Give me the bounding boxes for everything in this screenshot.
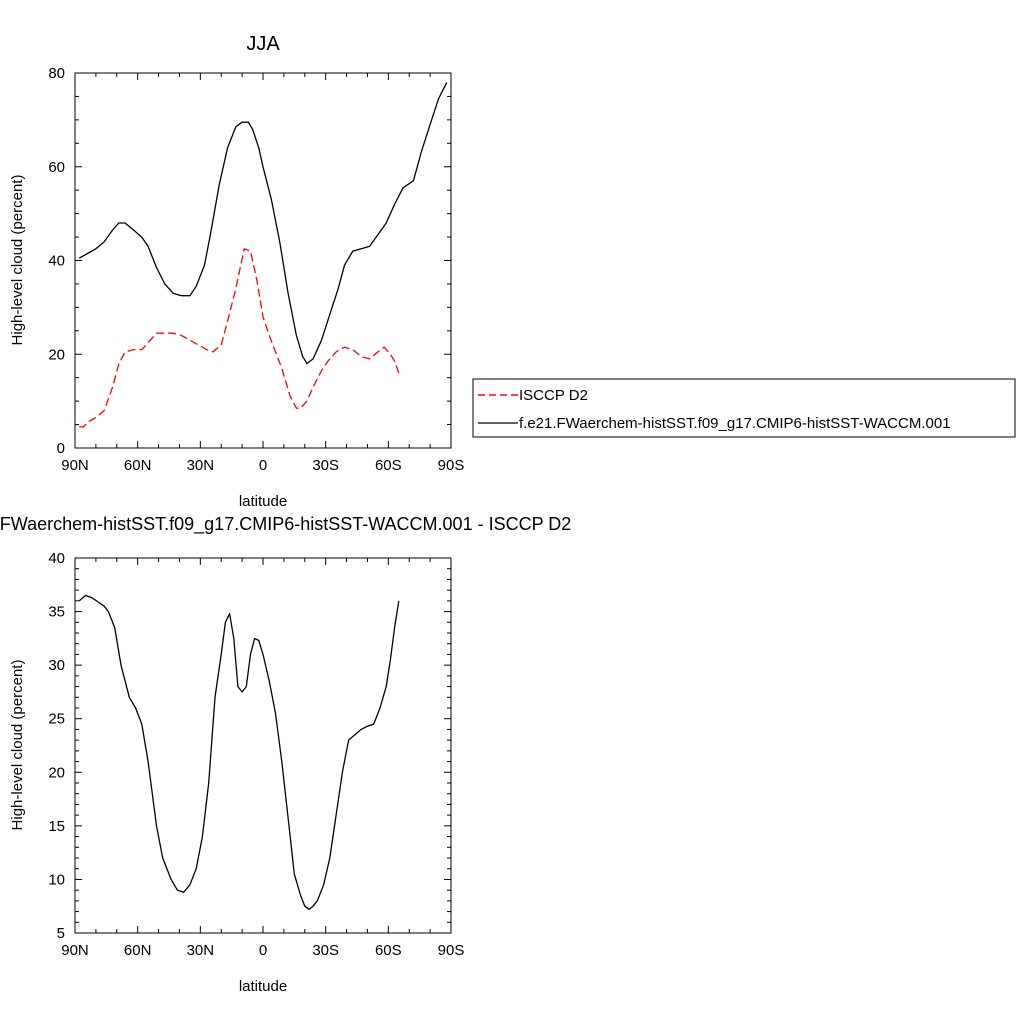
bottom-axis-ticks: 90N 60N 30N 0 30S 60S 90S 5 10 15 20 25 30 35 40 <box>48 550 464 959</box>
bottom-panel: f.e21.FWaerchem-histSST.f09_g17.CMIP6-hi… <box>0 514 571 995</box>
bottom-plot-frame <box>74 557 452 934</box>
legend-box <box>472 378 1016 438</box>
top-chart-title: JJA <box>246 33 280 55</box>
bottom-y-tick-label: 10 <box>48 871 65 888</box>
bottom-x-axis-label: latitude <box>239 978 287 995</box>
top-y-axis-label: High-level cloud (percent) <box>9 175 26 346</box>
top-x-tick-label: 30S <box>312 457 339 474</box>
top-x-tick-label: 60S <box>375 457 402 474</box>
bottom-x-tick-label: 30N <box>187 942 215 959</box>
bottom-x-tick-label: 90N <box>61 942 89 959</box>
top-series-line-0 <box>79 248 400 428</box>
top-y-tick-label: 40 <box>48 253 65 270</box>
top-plot-frame <box>74 72 452 449</box>
top-x-tick-label: 0 <box>259 457 267 474</box>
bottom-y-tick-label: 20 <box>48 764 65 781</box>
top-x-tick-label: 90S <box>438 457 465 474</box>
bottom-x-tick-label: 0 <box>259 942 267 959</box>
bottom-y-tick-label: 5 <box>57 925 65 942</box>
top-x-tick-label: 90N <box>61 457 89 474</box>
top-y-tick-label: 60 <box>48 159 65 176</box>
top-x-axis-label: latitude <box>239 493 287 510</box>
bottom-y-tick-label: 35 <box>48 604 65 621</box>
bottom-y-tick-label: 30 <box>48 657 65 674</box>
bottom-y-axis-label: High-level cloud (percent) <box>9 660 26 831</box>
bottom-x-tick-label: 90S <box>438 942 465 959</box>
bottom-series-line-0 <box>78 594 400 911</box>
bottom-series-layer <box>78 594 400 911</box>
top-y-tick-label: 20 <box>48 346 65 363</box>
top-series-layer <box>78 82 448 428</box>
top-y-tick-label: 0 <box>57 440 65 457</box>
top-x-tick-label: 60N <box>124 457 152 474</box>
top-x-tick-label: 30N <box>187 457 215 474</box>
legend-label-model: f.e21.FWaerchem-histSST.f09_g17.CMIP6-hi… <box>519 415 951 432</box>
bottom-chart-title: f.e21.FWaerchem-histSST.f09_g17.CMIP6-hi… <box>0 514 571 535</box>
legend: ISCCP D2 f.e21.FWaerchem-histSST.f09_g17… <box>472 378 1016 438</box>
bottom-y-tick-label: 40 <box>48 550 65 567</box>
legend-label-isccp: ISCCP D2 <box>519 387 588 404</box>
top-series-line-1 <box>78 82 448 365</box>
top-axis-ticks: 90N 60N 30N 0 30S 60S 90S 0 20 40 60 80 <box>48 65 464 474</box>
bottom-y-tick-label: 15 <box>48 818 65 835</box>
top-y-tick-label: 80 <box>48 65 65 82</box>
bottom-x-tick-label: 60N <box>124 942 152 959</box>
top-panel: JJA 90N 60N 30N 0 30S 60S 90S 0 20 40 60 80 latitud… <box>9 33 464 510</box>
bottom-y-tick-label: 25 <box>48 711 65 728</box>
bottom-x-tick-label: 30S <box>312 942 339 959</box>
bottom-x-tick-label: 60S <box>375 942 402 959</box>
